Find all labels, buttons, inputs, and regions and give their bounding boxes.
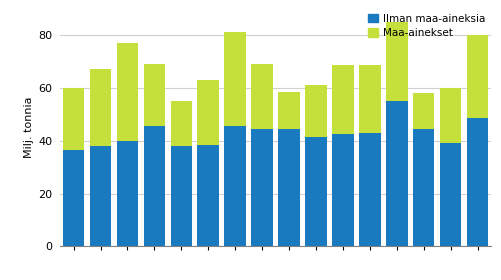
Y-axis label: Milj. tonnia: Milj. tonnia [24, 97, 34, 158]
Bar [332, 65, 354, 134]
Bar [197, 144, 219, 246]
Bar [90, 69, 111, 146]
Bar [413, 129, 434, 246]
Bar [467, 118, 488, 246]
Bar [278, 92, 300, 129]
Bar [63, 88, 84, 150]
Bar [224, 126, 246, 246]
Bar [170, 101, 192, 146]
Bar [144, 126, 165, 246]
Bar [359, 133, 381, 246]
Bar [386, 22, 407, 101]
Bar [90, 146, 111, 246]
Bar [144, 64, 165, 126]
Bar [359, 65, 381, 133]
Bar [467, 35, 488, 118]
Bar [170, 146, 192, 246]
Bar [440, 88, 461, 143]
Bar [224, 32, 246, 126]
Bar [252, 129, 273, 246]
Bar [332, 134, 354, 246]
Bar [63, 150, 84, 246]
Bar [305, 85, 327, 137]
Bar [305, 137, 327, 246]
Bar [278, 129, 300, 246]
Bar [197, 80, 219, 144]
Bar [117, 43, 138, 141]
Bar [386, 101, 407, 246]
Bar [117, 141, 138, 246]
Bar [413, 93, 434, 129]
Bar [440, 143, 461, 246]
Legend: Ilman maa-aineksia, Maa-ainekset: Ilman maa-aineksia, Maa-ainekset [368, 14, 486, 38]
Bar [252, 64, 273, 129]
